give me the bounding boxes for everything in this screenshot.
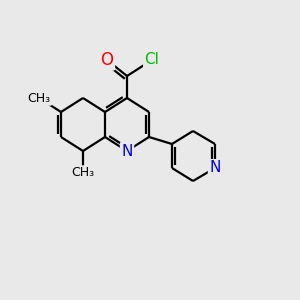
Text: O: O: [100, 51, 113, 69]
Text: CH₃: CH₃: [71, 167, 94, 179]
Text: N: N: [121, 143, 133, 158]
Text: CH₃: CH₃: [27, 92, 51, 104]
Text: Cl: Cl: [145, 52, 159, 68]
Text: N: N: [209, 160, 221, 175]
